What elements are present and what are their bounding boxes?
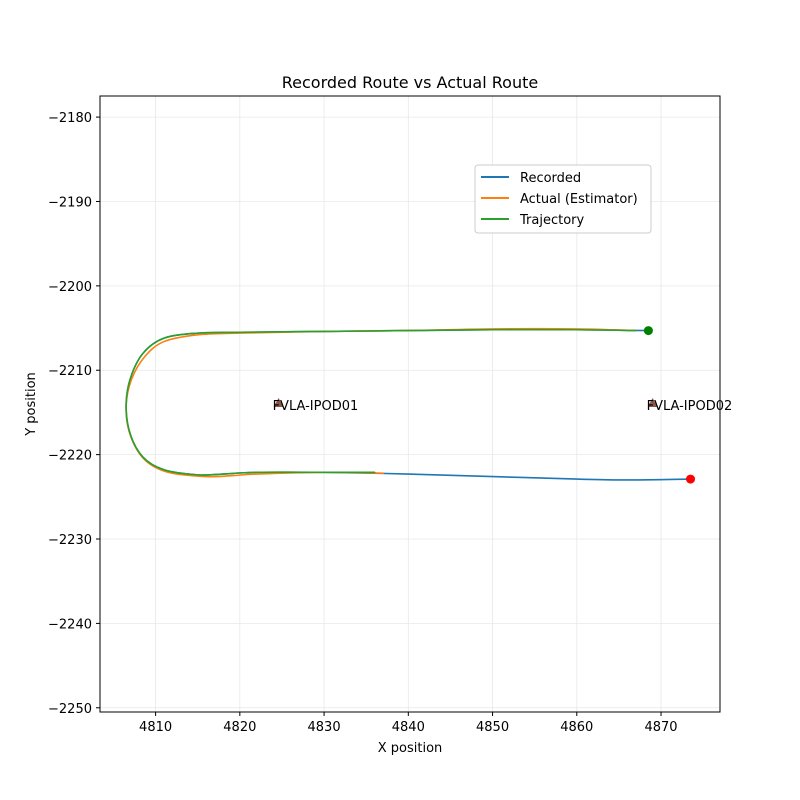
y-tick-label: −2250: [48, 702, 92, 717]
legend: Recorded Actual (Estimator) Trajectory: [474, 164, 652, 234]
annotation-marker: [273, 398, 284, 407]
y-tick-label: −2180: [48, 111, 92, 126]
y-tick-label: −2210: [48, 364, 92, 379]
y-tick-label: −2240: [48, 617, 92, 632]
legend-box: [474, 164, 652, 234]
annotation-label: FVLA-IPOD02: [647, 399, 733, 414]
series-line-trajectory: [125, 328, 637, 476]
x-tick-label: 4820: [223, 720, 256, 735]
axes: 4810 4820 4830 4840 4850 4860 4870 −2180 −2190 −2…: [48, 95, 721, 735]
legend-label: Actual (Estimator): [520, 192, 638, 207]
series-layer: [125, 326, 696, 484]
chart-title: Recorded Route vs Actual Route: [282, 73, 538, 92]
y-tick-label: −2230: [48, 533, 92, 548]
grid: [100, 96, 720, 712]
y-tick-label: −2220: [48, 449, 92, 464]
x-tick-label: 4870: [644, 720, 677, 735]
x-tick-label: 4830: [308, 720, 341, 735]
x-axis-label: X position: [378, 741, 443, 756]
x-tick-label: 4810: [139, 720, 172, 735]
legend-label: Trajectory: [519, 213, 584, 228]
x-tick-label: 4860: [560, 720, 593, 735]
x-tick-label: 4840: [392, 720, 425, 735]
y-tick-label: −2200: [48, 280, 92, 295]
end-point: [686, 474, 696, 484]
annotation-marker: [647, 398, 658, 407]
y-axis-label: Y position: [24, 372, 39, 437]
start-point: [643, 326, 653, 336]
legend-label: Recorded: [520, 171, 581, 186]
plot-frame: [99, 95, 721, 713]
annotation-layer: FVLA-IPOD01 FVLA-IPOD02: [273, 398, 733, 414]
x-tick-label: 4850: [476, 720, 509, 735]
annotation-label: FVLA-IPOD01: [273, 399, 359, 414]
y-tick-label: −2190: [48, 195, 92, 210]
